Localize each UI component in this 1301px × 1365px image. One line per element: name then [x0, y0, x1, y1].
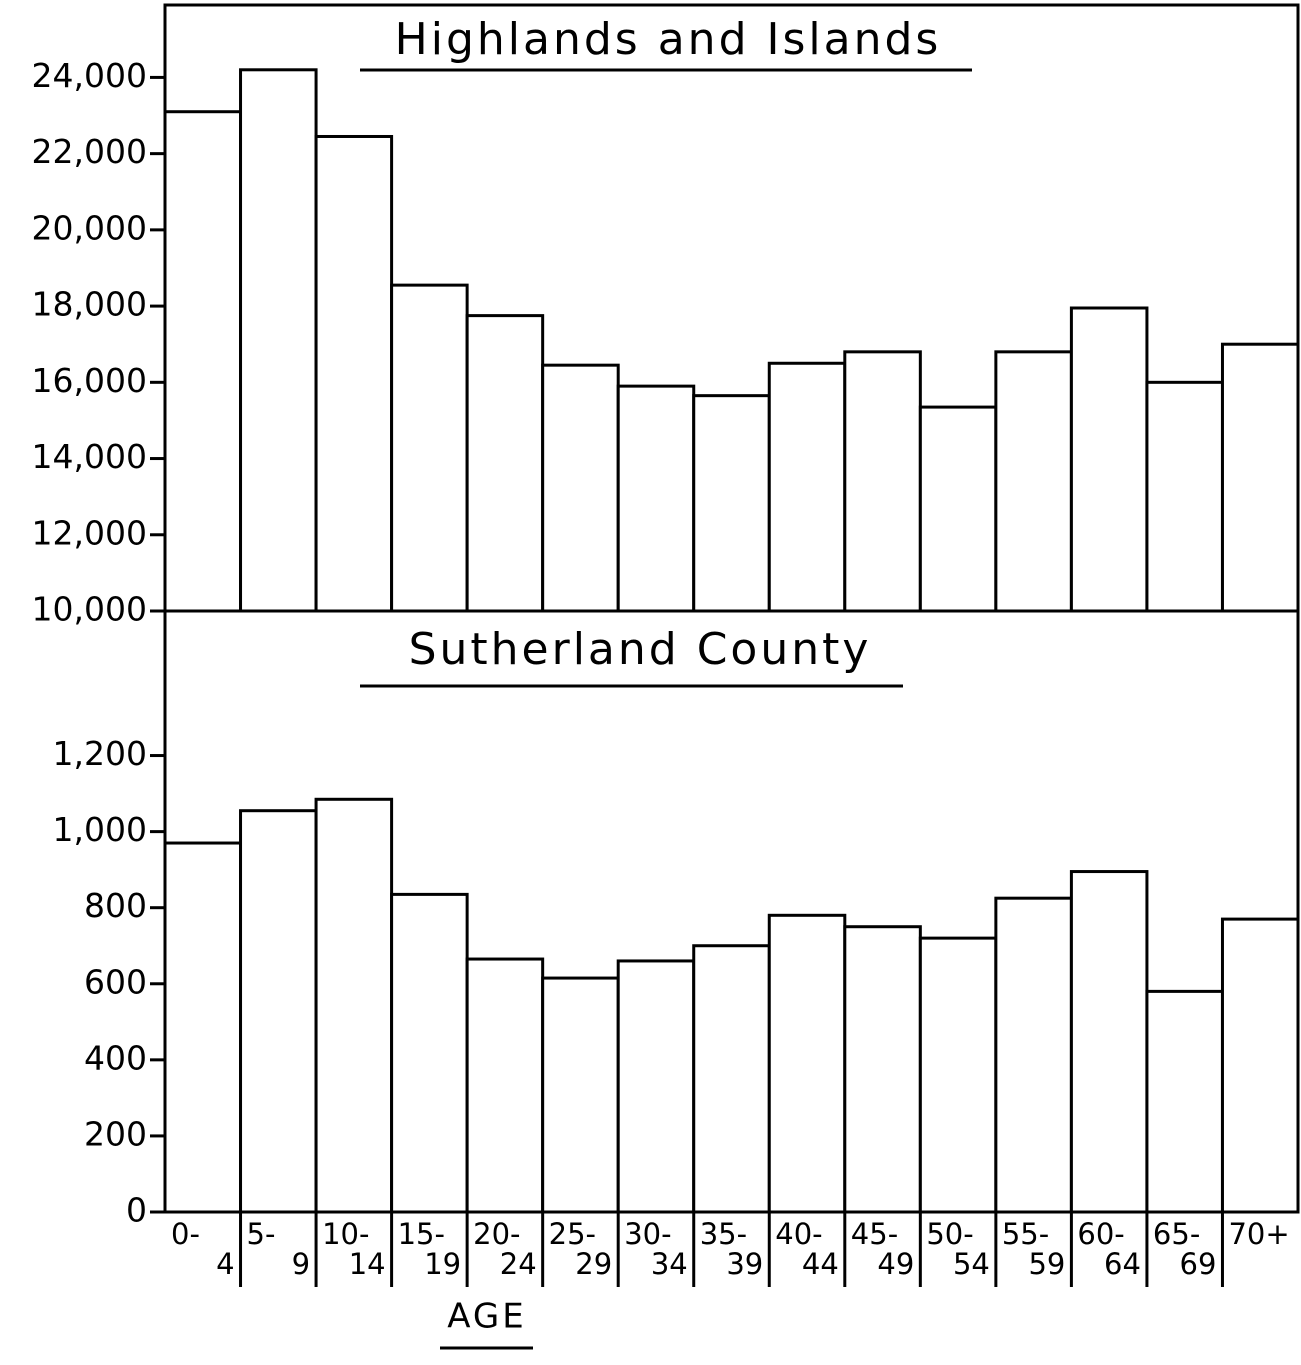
- bar: [239, 68, 318, 613]
- bar: [239, 809, 318, 1214]
- bar: [692, 394, 771, 613]
- bar: [465, 314, 545, 613]
- x-tick-label: 45-: [851, 1217, 898, 1251]
- chart-title: Highlands and Islands: [395, 14, 942, 65]
- x-tick-label: 35-: [700, 1217, 747, 1251]
- bar: [767, 913, 847, 1214]
- x-tick-label: 59: [1028, 1247, 1065, 1281]
- x-tick-label: 49: [877, 1247, 914, 1281]
- bar: [994, 350, 1073, 613]
- bar: [1069, 306, 1149, 613]
- bar: [767, 361, 847, 613]
- y-tick-label: 18,000: [32, 285, 147, 324]
- bar: [1145, 989, 1224, 1214]
- x-tick-label: 10-: [322, 1217, 369, 1251]
- y-tick-label: 200: [84, 1114, 147, 1153]
- bar: [1145, 380, 1224, 613]
- x-tick-label: 40-: [775, 1217, 822, 1251]
- x-tick-label: 30-: [624, 1217, 671, 1251]
- x-tick-label: 4: [216, 1247, 234, 1281]
- y-tick-label: 1,000: [53, 810, 147, 849]
- y-tick-label: 22,000: [32, 132, 147, 171]
- x-tick-label: 9: [292, 1247, 310, 1281]
- x-tick-label: 5-: [247, 1217, 276, 1251]
- bar: [390, 283, 469, 613]
- x-tick-label: 39: [726, 1247, 763, 1281]
- y-tick-label: 0: [126, 1191, 147, 1230]
- bar: [390, 892, 469, 1214]
- x-tick-label: 69: [1180, 1247, 1217, 1281]
- bar: [616, 959, 696, 1214]
- x-tick-label: 44: [802, 1247, 839, 1281]
- y-tick-label: 800: [84, 886, 147, 925]
- bar: [163, 110, 243, 613]
- x-tick-label: 50-: [926, 1217, 973, 1251]
- bar: [541, 976, 620, 1214]
- y-tick-label: 1,200: [53, 734, 147, 773]
- bar: [541, 363, 620, 613]
- x-tick-label: 0-: [171, 1217, 200, 1251]
- bar: [843, 350, 922, 613]
- x-tick-label: 55-: [1002, 1217, 1049, 1251]
- y-tick-label: 20,000: [32, 208, 147, 247]
- x-axis-label: AGE: [447, 1297, 527, 1337]
- x-tick-label: 54: [953, 1247, 990, 1281]
- y-tick-label: 16,000: [32, 361, 147, 400]
- x-tick-label: 14: [349, 1247, 386, 1281]
- x-tick-label: 20-: [473, 1217, 520, 1251]
- bar: [994, 896, 1073, 1214]
- x-tick-label: 60-: [1077, 1217, 1124, 1251]
- y-tick-label: 14,000: [32, 437, 147, 476]
- bar: [465, 957, 545, 1214]
- bar: [1220, 917, 1300, 1214]
- bar: [1220, 342, 1300, 613]
- x-tick-label: 65-: [1153, 1217, 1200, 1251]
- x-tick-label: 29: [575, 1247, 612, 1281]
- bar: [314, 797, 394, 1214]
- bar: [1069, 870, 1149, 1214]
- x-tick-label: 15-: [398, 1217, 445, 1251]
- bar: [918, 405, 998, 613]
- bar: [843, 925, 922, 1214]
- bar: [163, 841, 243, 1214]
- x-tick-label: 24: [500, 1247, 537, 1281]
- y-tick-label: 24,000: [32, 56, 147, 95]
- x-tick-label: 25-: [549, 1217, 596, 1251]
- y-tick-label: 10,000: [32, 590, 147, 629]
- y-tick-label: 12,000: [32, 513, 147, 552]
- bar: [616, 384, 696, 613]
- x-tick-label: 70+: [1228, 1217, 1289, 1251]
- y-tick-label: 600: [84, 962, 147, 1001]
- bar: [314, 134, 394, 613]
- bar: [918, 936, 998, 1214]
- x-tick-label: 64: [1104, 1247, 1141, 1281]
- x-tick-label: 19: [424, 1247, 461, 1281]
- bar: [692, 944, 771, 1214]
- x-tick-label: 34: [651, 1247, 688, 1281]
- chart-title: Sutherland County: [409, 624, 872, 675]
- y-tick-label: 400: [84, 1038, 147, 1077]
